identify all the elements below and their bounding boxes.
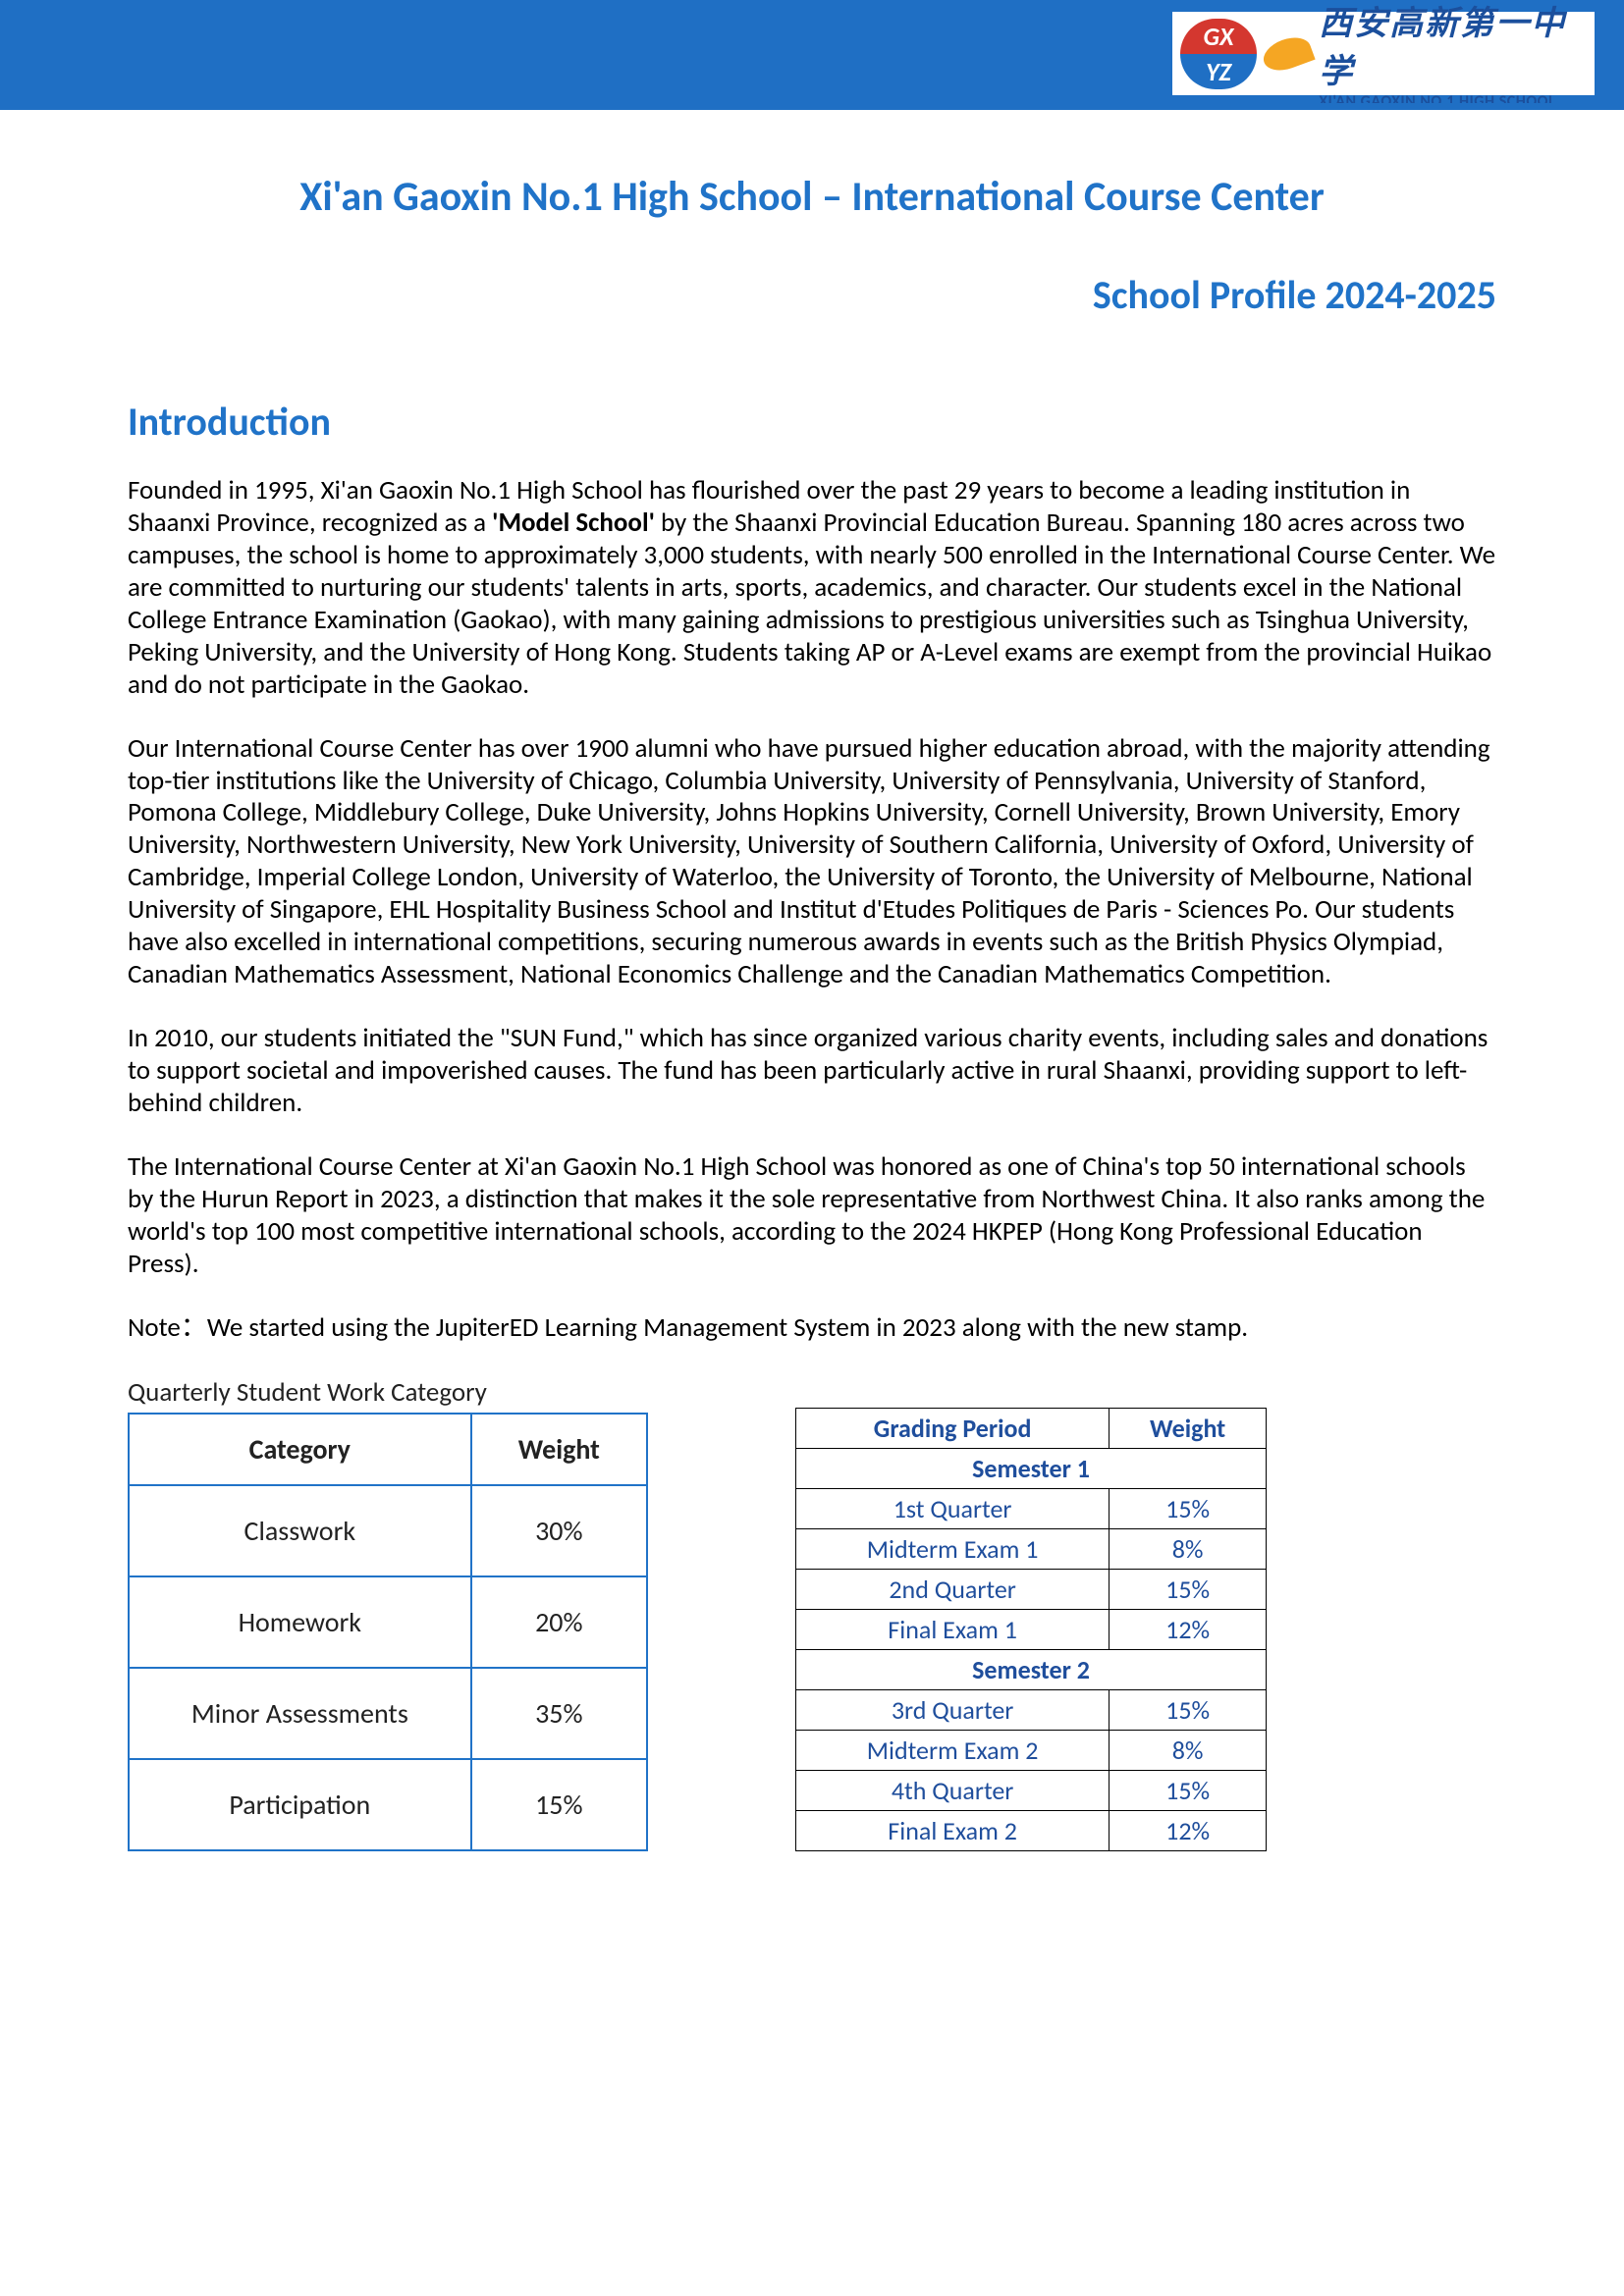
grading-cell: 1st Quarter (796, 1488, 1110, 1528)
grading-header-period: Grading Period (796, 1408, 1110, 1448)
grading-cell: 2nd Quarter (796, 1569, 1110, 1609)
work-category-block: Quarterly Student Work Category Category… (128, 1376, 648, 1851)
intro-paragraph-note: Note：We started using the JupiterED Lear… (128, 1312, 1496, 1345)
logo-emblem-bottom: YZ (1180, 54, 1257, 89)
work-cell: 20% (471, 1576, 647, 1668)
logo-emblem-icon: GX YZ (1180, 19, 1253, 89)
grading-cell: 15% (1110, 1689, 1267, 1730)
work-cell: 30% (471, 1485, 647, 1576)
table-header-row: Category Weight (129, 1414, 647, 1485)
page-title: Xi'an Gaoxin No.1 High School – Internat… (128, 172, 1496, 222)
tables-row: Quarterly Student Work Category Category… (128, 1376, 1496, 1851)
work-cell: Classwork (129, 1485, 471, 1576)
intro-paragraph-4: The International Course Center at Xi'an… (128, 1151, 1496, 1281)
logo-text: 西安高新第一中学 XI'AN GAOXIN NO.1 HIGH SCHOOL (1319, 0, 1587, 111)
work-cell: 35% (471, 1668, 647, 1759)
table-row: Midterm Exam 28% (796, 1730, 1267, 1770)
table-row: Minor Assessments35% (129, 1668, 647, 1759)
table-header-row: Grading Period Weight (796, 1408, 1267, 1448)
table-row: Classwork30% (129, 1485, 647, 1576)
work-category-caption: Quarterly Student Work Category (128, 1376, 648, 1409)
work-header-weight: Weight (471, 1414, 647, 1485)
grading-cell: 8% (1110, 1730, 1267, 1770)
grading-cell: 3rd Quarter (796, 1689, 1110, 1730)
grading-cell: 15% (1110, 1770, 1267, 1810)
grading-cell: 15% (1110, 1488, 1267, 1528)
work-cell: Homework (129, 1576, 471, 1668)
logo-english-name: XI'AN GAOXIN NO.1 HIGH SCHOOL (1319, 92, 1587, 111)
school-logo: GX YZ 西安高新第一中学 XI'AN GAOXIN NO.1 HIGH SC… (1172, 12, 1595, 95)
intro-paragraph-3: In 2010, our students initiated the "SUN… (128, 1023, 1496, 1120)
table-row: Midterm Exam 18% (796, 1528, 1267, 1569)
grading-cell: 4th Quarter (796, 1770, 1110, 1810)
page-subtitle: School Profile 2024-2025 (128, 271, 1496, 319)
table-row: Participation15% (129, 1759, 647, 1850)
semester-1-label: Semester 1 (796, 1448, 1267, 1488)
table-row: 4th Quarter15% (796, 1770, 1267, 1810)
table-row: 1st Quarter15% (796, 1488, 1267, 1528)
table-row: 2nd Quarter15% (796, 1569, 1267, 1609)
intro-paragraph-1: Founded in 1995, Xi'an Gaoxin No.1 High … (128, 475, 1496, 702)
grading-cell: 15% (1110, 1569, 1267, 1609)
grading-cell: 12% (1110, 1810, 1267, 1850)
header-bar: GX YZ 西安高新第一中学 XI'AN GAOXIN NO.1 HIGH SC… (0, 0, 1624, 103)
grading-period-table: Grading Period Weight Semester 1 1st Qua… (795, 1408, 1267, 1851)
semester-1-row: Semester 1 (796, 1448, 1267, 1488)
table-row: 3rd Quarter15% (796, 1689, 1267, 1730)
grading-cell: 8% (1110, 1528, 1267, 1569)
logo-chinese-name: 西安高新第一中学 (1319, 0, 1587, 92)
grading-cell: Midterm Exam 2 (796, 1730, 1110, 1770)
semester-2-label: Semester 2 (796, 1649, 1267, 1689)
table-row: Final Exam 112% (796, 1609, 1267, 1649)
grading-cell: Final Exam 2 (796, 1810, 1110, 1850)
table-row: Homework20% (129, 1576, 647, 1668)
table-row: Final Exam 212% (796, 1810, 1267, 1850)
grading-cell: Final Exam 1 (796, 1609, 1110, 1649)
work-category-table: Category Weight Classwork30% Homework20%… (128, 1413, 648, 1851)
grading-header-weight: Weight (1110, 1408, 1267, 1448)
grading-period-block: Grading Period Weight Semester 1 1st Qua… (795, 1376, 1267, 1851)
grading-cell: 12% (1110, 1609, 1267, 1649)
logo-emblem-top: GX (1180, 19, 1257, 54)
work-cell: Minor Assessments (129, 1668, 471, 1759)
section-heading-introduction: Introduction (128, 398, 1496, 446)
para1-bold: 'Model School' (492, 507, 655, 539)
page-content: Xi'an Gaoxin No.1 High School – Internat… (0, 103, 1624, 1900)
work-header-category: Category (129, 1414, 471, 1485)
swoosh-icon (1263, 29, 1309, 79)
grading-cell: Midterm Exam 1 (796, 1528, 1110, 1569)
work-cell: Participation (129, 1759, 471, 1850)
semester-2-row: Semester 2 (796, 1649, 1267, 1689)
work-cell: 15% (471, 1759, 647, 1850)
intro-paragraph-2: Our International Course Center has over… (128, 733, 1496, 992)
